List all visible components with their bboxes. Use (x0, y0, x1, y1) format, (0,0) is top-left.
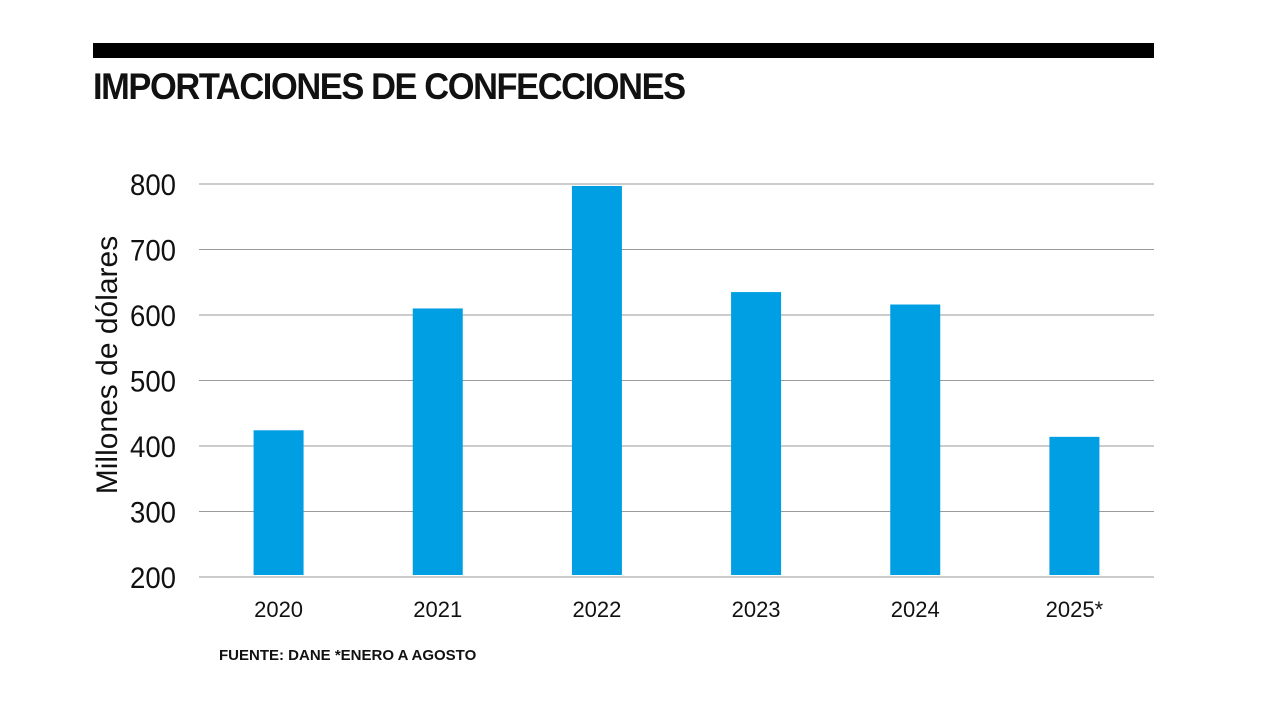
x-tick-label: 2020 (254, 597, 303, 622)
y-tick-label: 700 (130, 235, 176, 268)
x-tick-label: 2023 (732, 597, 781, 622)
source-note: FUENTE: DANE *ENERO A AGOSTO (219, 647, 477, 664)
x-tick-label: 2024 (891, 597, 940, 622)
y-tick-label: 500 (130, 366, 176, 399)
y-tick-label: 600 (130, 300, 176, 333)
bar-2025 (1049, 436, 1100, 575)
top-rule (93, 43, 1154, 58)
y-tick-label: 300 (130, 497, 176, 530)
x-tick-label: 2025* (1046, 597, 1104, 622)
x-tick-label: 2021 (413, 597, 462, 622)
bar-2021 (412, 308, 463, 575)
bar-2024 (890, 304, 941, 575)
bar-2023 (731, 292, 782, 575)
x-tick-layer: 2020 2021 2022 2023 2024 2025* (254, 597, 1103, 622)
y-axis-label: Millones de dólares (91, 236, 124, 494)
grid-layer (199, 183, 1154, 578)
bar-2022 (571, 185, 622, 575)
bar-2020 (253, 430, 304, 575)
y-tick-layer: 200 300 400 500 600 700 800 (130, 169, 176, 595)
chart-title: IMPORTACIONES DE CONFECCIONES (93, 66, 686, 107)
y-tick-label: 400 (130, 431, 176, 464)
y-tick-label: 200 (130, 562, 176, 595)
y-tick-label: 800 (130, 169, 176, 202)
x-tick-label: 2022 (572, 597, 621, 622)
bar-layer (253, 185, 1100, 575)
